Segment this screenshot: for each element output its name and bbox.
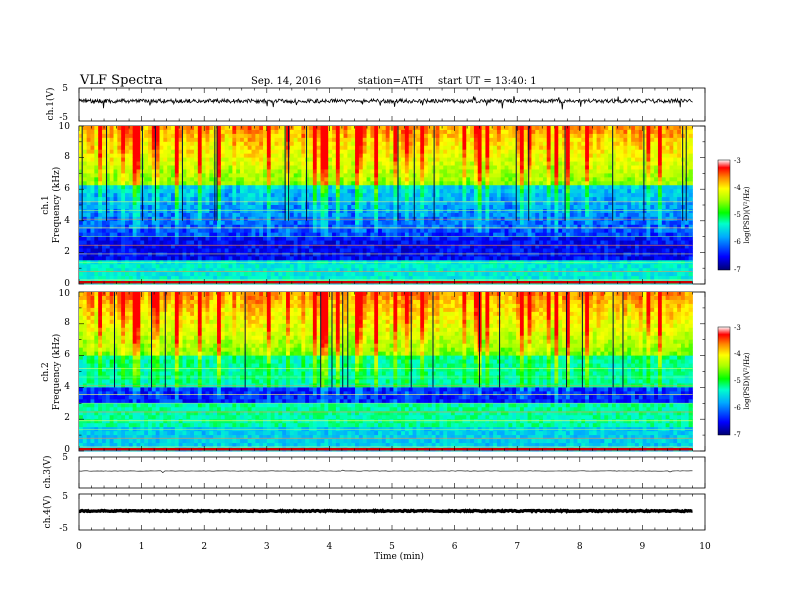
xaxis-label: Time (min) (374, 551, 424, 562)
xtick-1: 1 (139, 542, 145, 552)
ch3-waveform-trace (78, 469, 693, 474)
ch1-freq-tick-4: 4 (64, 216, 70, 226)
ch1-waveform-ylabel: ch.1(V) (45, 88, 56, 121)
ch1-freq-tick-0: 0 (64, 279, 70, 289)
ch4-ytick-5: 5 (62, 492, 68, 502)
xtick-0: 0 (76, 542, 82, 552)
xtick-5: 5 (389, 542, 395, 552)
ch2-freq-tick-6: 6 (64, 350, 70, 360)
ch4-waveform-trace (78, 508, 693, 514)
ch1-cbar-tick-m7: -7 (734, 266, 741, 274)
xtick-7: 7 (514, 542, 520, 552)
ch1-freq-tick-10: 10 (59, 122, 71, 132)
ch2-freq-tick-10: 10 (59, 289, 71, 299)
date-label: Sep. 14, 2016 (251, 76, 321, 87)
xtick-9: 9 (640, 542, 646, 552)
ch1-cbar-tick-m3: -3 (734, 157, 741, 165)
ch2-freq-tick-8: 8 (64, 318, 70, 328)
xtick-10: 10 (699, 542, 711, 552)
ch2-spectrogram (79, 292, 693, 452)
ch1-spectrogram-ylabel: Frequency (kHz) (51, 167, 62, 244)
ch2-colorbar (717, 326, 731, 436)
ch1-ytick-minus5: -5 (59, 113, 68, 123)
ch2-cbar-tick-m7: -7 (734, 431, 741, 439)
ch1-freq-tick-8: 8 (64, 152, 70, 162)
ch2-cbar-tick-m5: -5 (734, 377, 741, 385)
ch4-waveform-ylabel: ch.4(V) (42, 496, 53, 529)
xtick-4: 4 (327, 542, 333, 552)
ch1-waveform-trace (78, 96, 693, 110)
start-time-label: start UT = 13:40: 1 (438, 76, 537, 87)
ch2-spectrogram-ylabel: Frequency (kHz) (51, 334, 62, 411)
ch3-ytick-5: 5 (62, 453, 68, 463)
ch1-freq-tick-6: 6 (64, 184, 70, 194)
ch1-cbar-label: log(PSD)(V²/Hz) (743, 186, 751, 243)
ch1-freq-tick-2: 2 (64, 247, 70, 257)
xtick-2: 2 (201, 542, 207, 552)
ch1-ytick-5: 5 (62, 84, 68, 94)
ch1-cbar-tick-m5: -5 (734, 211, 741, 219)
axis-ticks (78, 88, 706, 530)
ch2-cbar-tick-m3: -3 (734, 324, 741, 332)
ch2-freq-tick-0: 0 (64, 445, 70, 455)
ch2-cbar-tick-m4: -4 (734, 350, 741, 358)
station-label: station=ATH (358, 76, 424, 87)
ch2-freq-tick-4: 4 (64, 382, 70, 392)
ch2-cbar-label: log(PSD)(V²/Hz) (743, 352, 751, 409)
ch1-cbar-tick-m4: -4 (734, 184, 741, 192)
xtick-8: 8 (577, 542, 583, 552)
ch2-cbar-tick-m6: -6 (734, 404, 741, 412)
xtick-3: 3 (264, 542, 270, 552)
ch3-waveform-ylabel: ch.3(V) (42, 456, 53, 489)
xtick-6: 6 (452, 542, 458, 552)
ch4-ytick-minus5: -5 (59, 524, 68, 534)
ch1-spectrogram (79, 126, 693, 285)
ch1-colorbar (717, 159, 731, 271)
ch2-spectrogram-channel-label: ch.2 (41, 362, 51, 381)
ch1-spectrogram-channel-label: ch.1 (41, 195, 51, 214)
ch2-freq-tick-2: 2 (64, 413, 70, 423)
figure-title: VLF Spectra (79, 73, 163, 88)
ch1-cbar-tick-m6: -6 (734, 238, 741, 246)
